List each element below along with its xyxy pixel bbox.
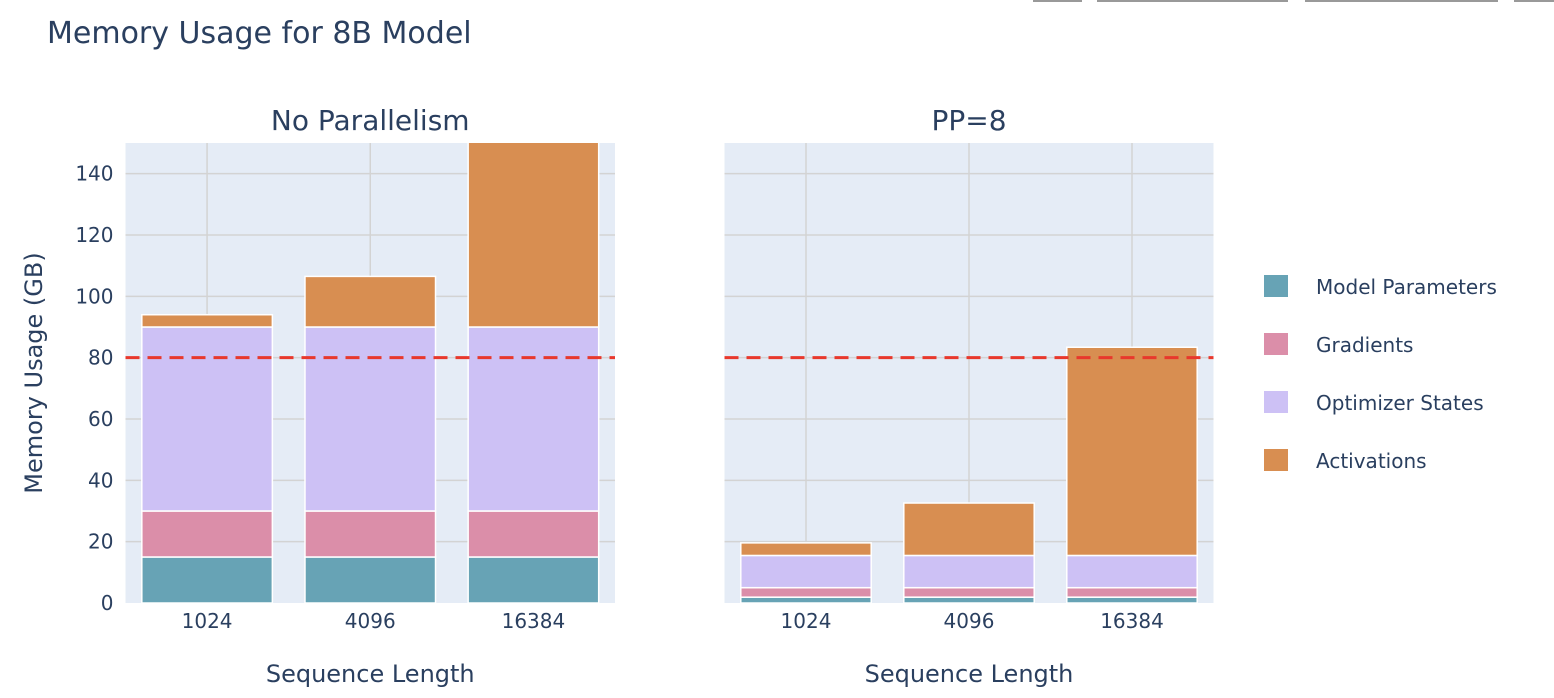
legend-swatch [1264,449,1288,471]
modebar-button[interactable] [1033,0,1082,2]
bars [141,143,600,603]
bar-model-parameters [141,556,274,603]
x-tick-label: 1024 [781,609,832,633]
legend-label: Activations [1316,449,1427,473]
y-tick-label: 100 [75,284,113,308]
x-tick-label: 16384 [502,609,566,633]
legend-item[interactable]: Model Parameters [1264,275,1497,299]
legend-item[interactable]: Optimizer States [1264,391,1484,415]
bar-model-parameters [467,556,600,603]
modebar-button[interactable] [1305,0,1498,2]
legend-swatch [1264,391,1288,413]
bar-gradients [903,586,1035,598]
bar-optimizer-states [141,326,274,512]
subplot-1: 0 20 40 60 80 100 120 140 1024 4096 16384 No Parall… [75,104,615,688]
y-tick-label: 140 [75,162,113,186]
legend-label: Model Parameters [1316,275,1497,299]
legend-item[interactable]: Gradients [1264,333,1413,357]
bars [740,346,1198,603]
bar-activations [304,275,437,328]
y-tick-label: 80 [88,346,113,370]
x-tick-label: 1024 [182,609,233,633]
y-tick-label: 40 [88,468,113,492]
modebar-button[interactable] [1097,0,1288,2]
x-axis-label: Sequence Length [266,660,475,688]
bar-optimizer-states [903,554,1035,589]
bar-activations [1066,346,1198,557]
subplot-title: No Parallelism [271,104,470,137]
x-tick-label: 16384 [1100,609,1164,633]
y-tick-label: 60 [88,407,113,431]
bar-activations [740,542,872,557]
plots: 0 20 40 60 80 100 120 140 1024 4096 16384 No Parall… [75,104,1214,688]
x-tick-label: 4096 [345,609,396,633]
y-tick-label: 20 [88,530,113,554]
bar-optimizer-states [304,326,437,512]
bar-optimizer-states [467,326,600,512]
legend-swatch [1264,333,1288,355]
subplot-title: PP=8 [931,104,1006,137]
chart-title: Memory Usage for 8B Model [47,16,472,51]
bar-gradients [1066,586,1198,598]
bar-gradients [304,510,437,558]
legend-swatch [1264,275,1288,297]
x-axis-label: Sequence Length [865,660,1074,688]
bar-gradients [467,510,600,558]
y-tick-label: 120 [75,223,113,247]
bar-model-parameters [740,596,872,603]
legend-item[interactable]: Activations [1264,449,1427,473]
legend-label: Optimizer States [1316,391,1484,415]
bar-model-parameters [304,556,437,603]
bar-activations [467,143,600,328]
bar-activations [141,313,274,328]
bar-model-parameters [903,596,1035,603]
bar-optimizer-states [1066,554,1198,589]
bar-optimizer-states [740,554,872,589]
legend: Model Parameters Gradients Optimizer State… [1264,275,1497,473]
bar-model-parameters [1066,596,1198,603]
subplot-2: 1024 4096 16384 PP=8 Sequence Length [724,104,1214,688]
bar-gradients [141,510,274,558]
bar-gradients [740,586,872,598]
modebar-button[interactable] [1514,0,1554,2]
legend-label: Gradients [1316,333,1413,357]
y-axis-label: Memory Usage (GB) [20,252,48,493]
bar-activations [903,502,1035,557]
x-tick-label: 4096 [944,609,995,633]
y-tick-label: 0 [101,591,114,615]
